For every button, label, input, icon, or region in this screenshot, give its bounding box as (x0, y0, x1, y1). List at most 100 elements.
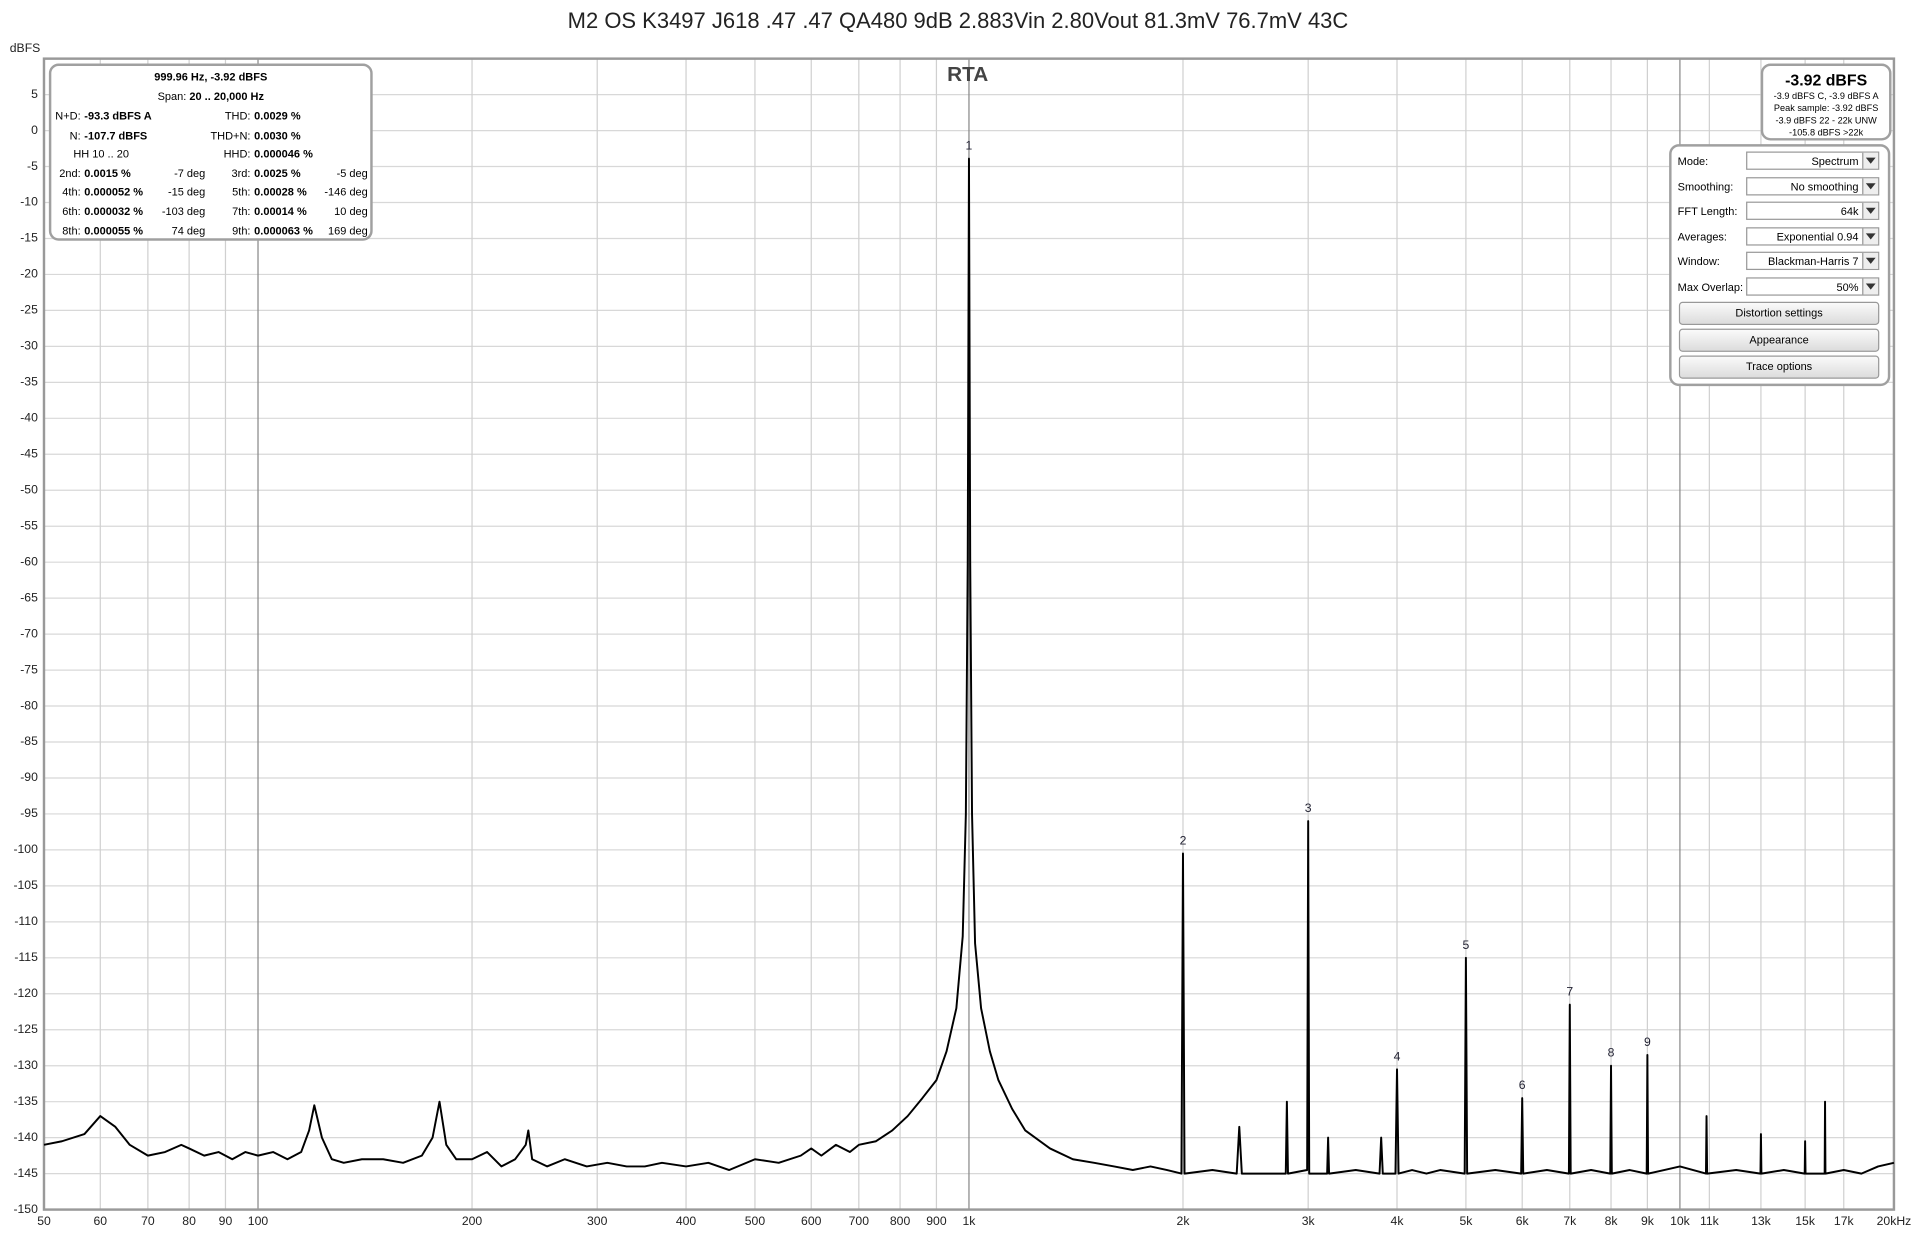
y-tick-label: -135 (13, 1094, 38, 1108)
y-tick-label: -65 (20, 590, 38, 604)
plot-border (42, 57, 1896, 1211)
y-tick-label: -80 (20, 698, 38, 712)
marker-label: 7 (1566, 985, 1573, 999)
x-tick-label: 4k (1391, 1214, 1405, 1228)
dropdown[interactable]: Blackman-Harris 7 (1746, 252, 1880, 271)
y-tick-label: -125 (13, 1022, 38, 1036)
info-value: 0.0030 % (254, 129, 301, 142)
info-label: 6th: (62, 205, 81, 218)
level-line: -3.9 dBFS C, -3.9 dBFS A (1773, 90, 1879, 102)
y-tick-label: -130 (13, 1058, 38, 1072)
y-unit: dBFS (10, 41, 41, 55)
info-text: HH 10 .. 20 (73, 148, 129, 161)
info-value: 0.00014 % (254, 205, 307, 218)
dropdown[interactable]: Spectrum (1746, 151, 1880, 170)
info-label: N: (69, 129, 81, 142)
y-tick-label: -75 (20, 662, 38, 676)
info-value: 0.00028 % (254, 186, 307, 199)
dropdown-arrow[interactable] (1862, 203, 1879, 219)
harmonic-marker: 5 (1463, 938, 1470, 952)
y-tick-label: -140 (13, 1130, 38, 1144)
info-value: 0.000032 % (84, 205, 144, 218)
x-tick-label: 200 (462, 1214, 483, 1228)
info-label: 3rd: (231, 167, 251, 180)
dropdown[interactable]: Exponential 0.94 (1746, 227, 1880, 246)
control-label: Smoothing: (1677, 180, 1734, 193)
x-tick-label: 50 (37, 1214, 51, 1228)
info-label: 7th: (232, 205, 251, 218)
info-label: 2nd: (59, 167, 81, 180)
info-value: 0.0015 % (84, 167, 131, 180)
y-tick-label: -60 (20, 554, 38, 568)
button[interactable]: Appearance (1678, 328, 1880, 352)
harmonic-marker: 3 (1305, 801, 1312, 815)
spectrum-trace (43, 157, 1895, 1175)
info-header: 999.96 Hz, -3.92 dBFS (154, 70, 268, 84)
info-panel: 999.96 Hz, -3.92 dBFS Span: 20 .. 20,000 … (48, 63, 373, 241)
x-tick-label: 6k (1516, 1214, 1530, 1228)
info-phase: 74 deg (171, 224, 206, 237)
x-tick-label: 1k (963, 1214, 977, 1228)
chart-title: M2 OS K3497 J618 .47 .47 QA480 9dB 2.883… (568, 8, 1349, 33)
x-tick-label: 500 (745, 1214, 766, 1228)
info-label: THD: (224, 109, 251, 123)
info-phase: -5 deg (336, 167, 368, 180)
harmonic-marker: 2 (1180, 834, 1187, 848)
dropdown-arrow[interactable] (1862, 228, 1879, 245)
y-tick-label: -45 (20, 446, 38, 460)
x-tick-label: 13k (1751, 1214, 1772, 1228)
y-tick-label: -145 (13, 1166, 38, 1180)
level-line: Peak sample: -3.92 dBFS (1773, 102, 1879, 114)
y-tick-label: -15 (20, 231, 38, 245)
y-tick-label: -5 (27, 159, 38, 173)
harmonic-marker: 1 (966, 139, 973, 153)
dropdown-arrow[interactable] (1862, 278, 1879, 295)
y-tick-label: -100 (13, 842, 38, 856)
dropdown-value: 50% (1836, 281, 1859, 294)
x-tick-label: 80 (182, 1214, 196, 1228)
marker-label: 2 (1180, 834, 1187, 848)
level-line: -105.8 dBFS >22k (1789, 127, 1864, 139)
x-tick-label: 300 (587, 1214, 608, 1228)
button[interactable]: Trace options (1678, 355, 1880, 379)
info-value: -93.3 dBFS A (84, 109, 152, 123)
level-panel: -3.92 dBFS -3.9 dBFS C, -3.9 dBFS A Peak s… (1760, 63, 1892, 141)
y-tick-label: -40 (20, 411, 38, 425)
x-tick-label: 20kHz (1877, 1214, 1912, 1228)
level-line: -3.9 dBFS 22 - 22k UNW (1775, 114, 1877, 126)
y-tick-label: -50 (20, 482, 38, 496)
info-phase: -7 deg (174, 167, 206, 180)
dropdown[interactable]: No smoothing (1746, 176, 1880, 195)
y-tick-label: -90 (20, 770, 38, 784)
dropdown[interactable]: 64k (1746, 201, 1880, 221)
x-tick-label: 5k (1459, 1214, 1473, 1228)
x-tick-label: 90 (219, 1214, 233, 1228)
dropdown-arrow[interactable] (1862, 177, 1879, 194)
dropdown-value: Spectrum (1811, 155, 1859, 168)
info-phase: -146 deg (324, 186, 368, 199)
marker-label: 4 (1394, 1049, 1401, 1063)
info-label: 8th: (62, 224, 81, 237)
span-row: Span: 20 .. 20,000 Hz (51, 89, 370, 104)
info-value: 0.000055 % (84, 224, 144, 237)
y-tick-label: -35 (20, 375, 38, 389)
harmonic-marker: 4 (1394, 1049, 1401, 1063)
x-tick-label: 900 (926, 1214, 947, 1228)
button[interactable]: Distortion settings (1678, 301, 1880, 325)
dropdown-arrow[interactable] (1862, 253, 1879, 270)
x-tick-label: 11k (1700, 1214, 1720, 1228)
dropdown[interactable]: 50% (1746, 277, 1880, 296)
y-tick-label: -85 (20, 734, 38, 748)
marker-label: 6 (1519, 1078, 1526, 1092)
control-label: Averages: (1677, 230, 1727, 243)
plot-label: RTA (947, 63, 988, 86)
control-label: Max Overlap: (1677, 281, 1744, 294)
dropdown-value: Blackman-Harris 7 (1768, 255, 1859, 269)
dropdown-value: 64k (1840, 205, 1859, 218)
info-label: 4th: (62, 186, 81, 199)
x-tick-label: 2k (1177, 1214, 1191, 1228)
x-tick-label: 8k (1605, 1214, 1619, 1228)
dropdown-arrow[interactable] (1862, 152, 1879, 169)
